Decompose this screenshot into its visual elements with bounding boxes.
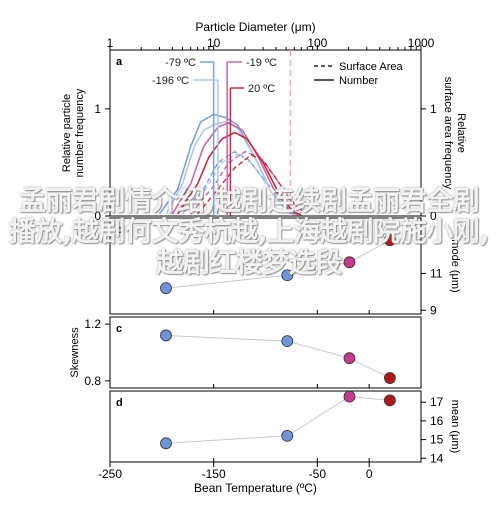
series-label-3: 20 ºC — [248, 83, 275, 95]
panel-b-letter: b — [116, 224, 123, 236]
panel-d-tick-label: 17 — [430, 395, 444, 409]
panel-d-point — [160, 437, 172, 450]
y-tick-label-left-1: 1 — [94, 102, 101, 116]
x-tick-label-1: 1 — [107, 36, 114, 50]
overlay-watermark-text: 孟丽君剧情介绍,越剧连续剧孟丽君全剧播放,越剧何文秀杭越,上海越剧院施小刚,越剧… — [9, 186, 489, 279]
panel-b-frame — [109, 217, 422, 315]
x-tick-label-10: 10 — [207, 36, 221, 50]
panel-c-point — [383, 372, 396, 384]
panel-b-point — [343, 256, 356, 269]
x-bottom-axis-title: Bean Temperature (ºC) — [194, 481, 317, 495]
panel-d-tick-label: 14 — [430, 451, 444, 465]
legend-label-1: Number — [339, 75, 378, 87]
y-tick-label-left-0: 0 — [94, 209, 101, 223]
panel-b-connector — [165, 239, 391, 289]
surface-curve-3 — [197, 154, 305, 215]
series-label-1: -196 ºC — [152, 75, 189, 87]
number-curve-1 — [165, 120, 295, 216]
panel-c-point — [281, 335, 294, 348]
panel-c-point — [343, 352, 356, 365]
x-tick-label-100: 100 — [307, 36, 327, 50]
panel-b-point — [160, 282, 172, 295]
panel-d-ylabel: mean (μm) — [449, 400, 461, 453]
panel-d-tick-label: 16 — [430, 414, 444, 428]
panel-d-letter: d — [116, 397, 123, 409]
panel-d-point — [343, 390, 356, 403]
panel-b-ylabel: mode (μm) — [449, 239, 461, 292]
x-bottom-tick-label-0: 0 — [366, 467, 373, 481]
x-bottom-tick-label--50: -50 — [309, 467, 327, 481]
y-tick-label-right-1: 1 — [430, 102, 437, 116]
panel-c-frame — [109, 316, 422, 389]
number-curve-2 — [171, 121, 299, 216]
panel-c-ylabel: Skewness — [69, 327, 81, 378]
panel-c-point — [160, 329, 172, 342]
panel-d-connector — [165, 396, 390, 444]
panel-c-tick-label: 0.8 — [84, 374, 101, 388]
x-tick-label-1000: 1000 — [408, 36, 435, 50]
number-curve-3 — [177, 131, 302, 216]
y-tick-label-right-0: 0 — [430, 209, 437, 223]
panel-b-tick-label: 9 — [430, 303, 437, 317]
panel-c-tick-label: 1.2 — [84, 317, 101, 331]
y-axis-title-right: Relativesurface area frequency — [442, 77, 467, 190]
panel-d-frame — [109, 390, 422, 463]
x-bottom-tick-label--150: -150 — [202, 467, 226, 481]
panel-b-point — [281, 269, 294, 282]
panel-c-connector — [165, 335, 391, 379]
panel-a-frame — [109, 49, 422, 217]
series-label-0: -79 ºC — [165, 57, 196, 69]
panel-b-tick-label: 11 — [430, 266, 443, 280]
panel-b-point — [383, 234, 396, 247]
y-axis-title-left: Relative particlenumber frequency — [61, 88, 86, 177]
panel-d-point — [383, 394, 396, 407]
panel-c-letter: c — [116, 323, 122, 335]
panel-d-tick-label: 15 — [430, 433, 444, 447]
legend-label-0: Surface Area — [339, 61, 403, 73]
x-axis-title: Particle Diameter (μm) — [195, 20, 315, 34]
x-bottom-tick-label--250: -250 — [98, 467, 122, 481]
panel-a-letter: a — [116, 56, 123, 68]
panel-d-point — [281, 429, 294, 442]
series-label-2: -19 ºC — [246, 57, 277, 69]
